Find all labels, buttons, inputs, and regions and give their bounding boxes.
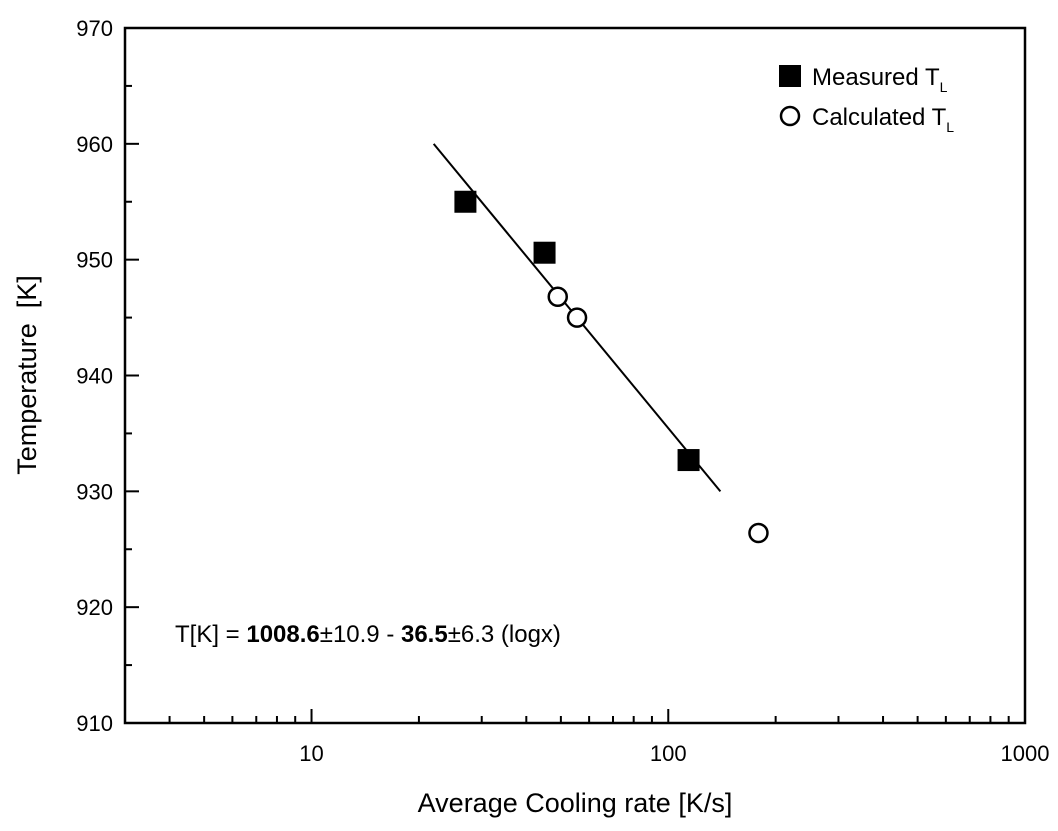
data-point (454, 190, 477, 213)
x-axis-label: Average Cooling rate [K/s] (418, 788, 733, 818)
y-tick-label: 910 (76, 711, 113, 736)
y-tick-label: 970 (76, 16, 113, 41)
y-tick-label: 930 (76, 479, 113, 504)
x-tick-label: 100 (650, 741, 687, 766)
equation-part: ±6.3 (logx) (448, 621, 561, 648)
equation-part: ±10.9 - (320, 621, 401, 648)
legend-subscript: L (946, 119, 954, 135)
equation-part: 1008.6 (246, 621, 319, 648)
y-tick-label: 940 (76, 364, 113, 389)
legend-label: Measured TL (812, 64, 948, 95)
legend-name: Calculated T (812, 104, 947, 131)
x-tick-label: 1000 (1001, 741, 1050, 766)
legend-label: Calculated TL (812, 104, 954, 135)
y-tick-label: 920 (76, 595, 113, 620)
equation-part: T[K] = (175, 621, 246, 648)
y-tick-label: 950 (76, 248, 113, 273)
data-point (748, 522, 769, 544)
legend-marker (779, 105, 801, 127)
legend-name: Measured T (812, 64, 940, 91)
data-point (566, 307, 588, 328)
data-point (547, 286, 568, 307)
y-tick-label: 960 (76, 132, 113, 157)
legend-marker (779, 65, 801, 87)
equation-part: 36.5 (401, 621, 448, 648)
data-point (533, 241, 556, 264)
plot-frame (123, 26, 1027, 725)
data-point (677, 449, 700, 472)
fit-equation: T[K] = 1008.6±10.9 - 36.5±6.3 (logx) (175, 621, 561, 648)
legend-subscript: L (940, 79, 948, 95)
x-tick-label: 10 (299, 741, 323, 766)
y-axis-label: Temperature [K] (12, 275, 42, 475)
